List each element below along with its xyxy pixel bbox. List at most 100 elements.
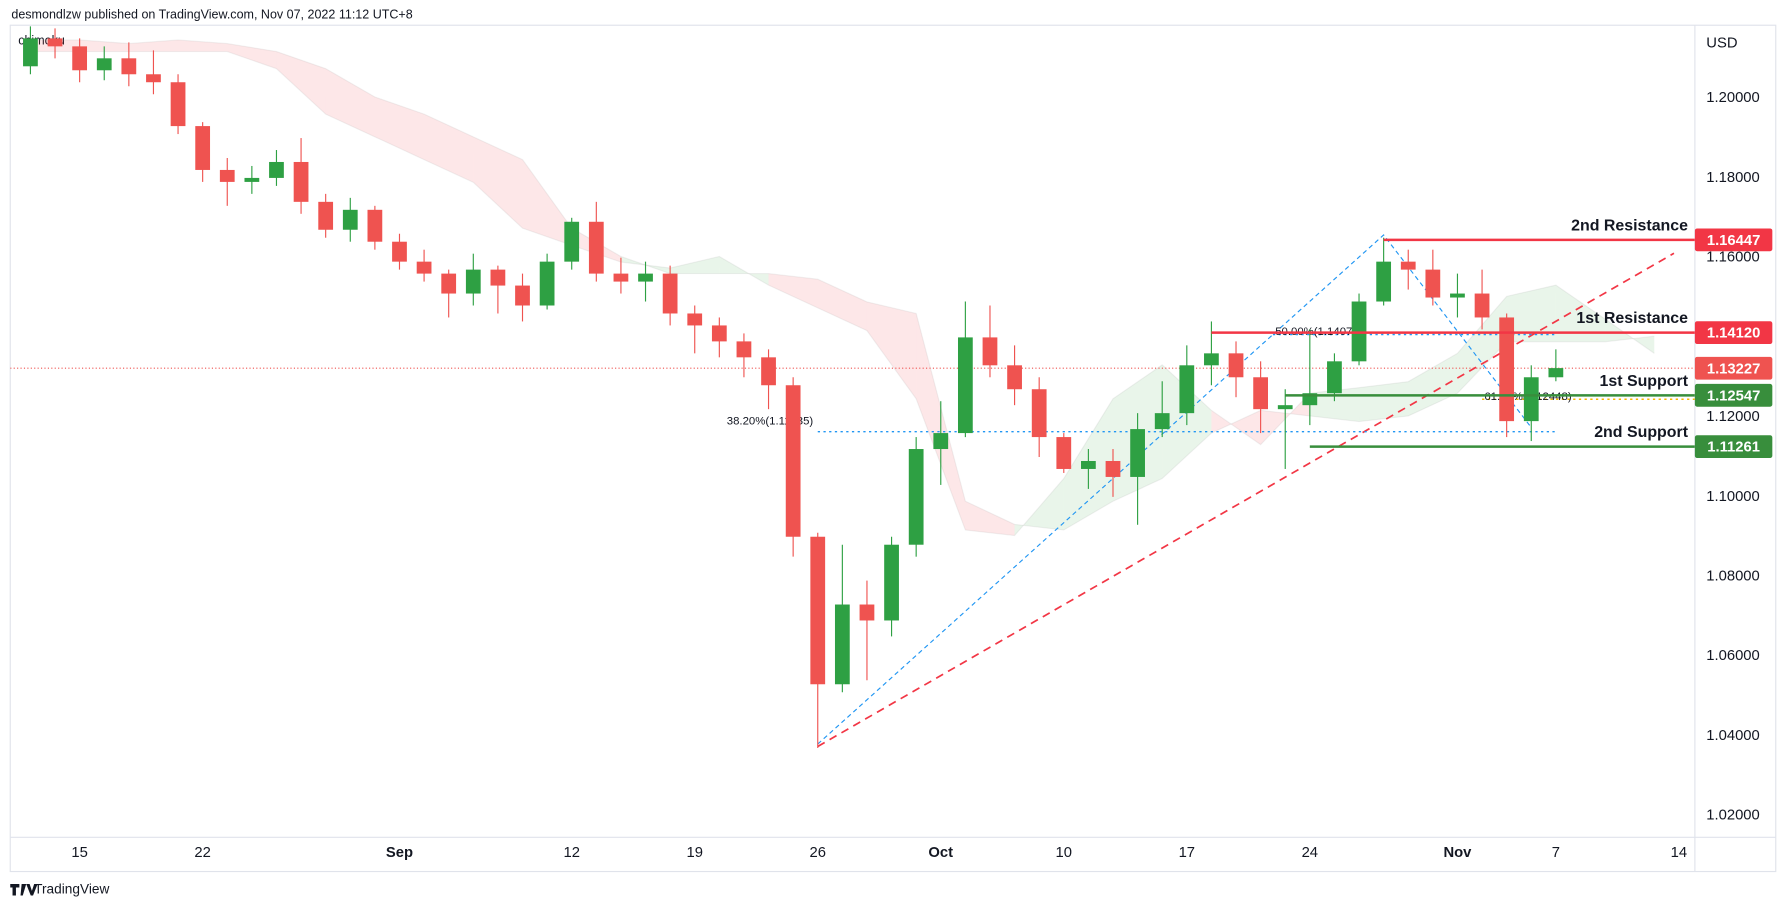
level-price-box	[1694, 321, 1773, 345]
candle-body	[1130, 429, 1145, 477]
candle-body	[908, 449, 924, 545]
cloud-segment	[1457, 296, 1507, 394]
candle-body	[1056, 437, 1072, 469]
candle-body	[834, 604, 850, 685]
level-name: 2nd Support	[1594, 424, 1689, 441]
candle-body	[564, 221, 580, 262]
candle-body	[96, 58, 112, 71]
cloud-segment	[79, 39, 129, 52]
level-price-label: 1.16447	[1707, 233, 1761, 249]
frame	[9, 24, 1777, 873]
y-tick-label: 1.02000	[1706, 808, 1760, 824]
candle-body	[146, 74, 161, 83]
cloud-segment	[1408, 353, 1458, 416]
candle-body	[121, 58, 137, 75]
x-tick-label: 19	[686, 845, 702, 861]
cloud-segment	[768, 273, 818, 308]
candle-body	[441, 273, 457, 294]
brand-logo	[10, 884, 38, 896]
candle-body	[588, 221, 604, 274]
cloud-segment	[719, 256, 769, 286]
candle-body	[47, 38, 63, 47]
candle-body	[933, 433, 949, 450]
cloud-segment	[817, 279, 867, 331]
cloud-segment	[276, 51, 326, 115]
y-tick-label: 1.08000	[1706, 569, 1760, 585]
cloud-segment	[473, 136, 523, 229]
brand: TradingView	[34, 881, 109, 896]
candle-body	[613, 273, 629, 282]
level-price-box	[1694, 383, 1773, 407]
candle-body	[761, 357, 776, 386]
level-name: 2nd Resistance	[1571, 217, 1688, 234]
current-price-label: 1.13227	[1707, 361, 1761, 377]
candle-body	[687, 313, 703, 326]
cloud-segment	[374, 96, 425, 160]
candle-body	[810, 536, 826, 685]
candle-body	[1204, 353, 1219, 366]
byline: desmondlzw published on TradingView.com,…	[11, 7, 412, 21]
trendline	[817, 252, 1675, 748]
candle-body	[1007, 365, 1022, 390]
candle-body	[1523, 377, 1539, 422]
candle-body	[170, 82, 186, 127]
candle-body	[1474, 293, 1490, 318]
cloud-segment	[424, 114, 474, 183]
candle-body	[1179, 365, 1195, 414]
candle-body	[982, 337, 998, 366]
x-tick-label: Nov	[1443, 845, 1472, 861]
candle-body	[1425, 269, 1441, 298]
x-tick-label: 26	[810, 845, 826, 861]
x-tick-label: 12	[563, 845, 579, 861]
candle-body	[1302, 393, 1318, 406]
level-price-label: 1.11261	[1707, 440, 1760, 456]
candle-body	[884, 544, 899, 621]
candle-body	[465, 269, 481, 294]
cloud-span	[30, 39, 1655, 531]
candle-body	[711, 325, 727, 342]
currency: USD	[1706, 35, 1737, 51]
cloud-segment	[965, 501, 1015, 536]
candle-body	[72, 46, 88, 71]
candle-body	[416, 261, 432, 274]
candle-body	[1400, 261, 1416, 270]
candle-body	[1376, 261, 1392, 302]
candle-body	[269, 161, 284, 178]
candle-body	[1031, 389, 1047, 438]
candle-body	[293, 161, 309, 202]
cloud-segment	[522, 159, 572, 246]
candle-body	[1253, 377, 1269, 410]
candle-body	[219, 169, 235, 182]
y-tick-label: 1.12000	[1706, 409, 1760, 425]
candle-body	[1327, 361, 1342, 394]
x-tick-label: Oct	[928, 845, 953, 861]
candle-body	[342, 209, 358, 230]
level-price-label: 1.12547	[1707, 388, 1761, 404]
candle-body	[1154, 413, 1170, 430]
x-tick-label: 10	[1056, 845, 1072, 861]
candle-body	[367, 209, 383, 242]
trendline	[817, 234, 1532, 745]
candle-body	[859, 604, 875, 621]
y-tick-label: 1.10000	[1706, 489, 1760, 505]
y-tick-label: 1.18000	[1706, 170, 1760, 186]
candle-body	[1081, 460, 1096, 469]
cloud-segment	[670, 256, 720, 274]
y-tick-label: 1.04000	[1706, 728, 1760, 744]
cloud-span	[30, 50, 1655, 537]
current-price-box	[1694, 356, 1773, 380]
cloud-segment	[227, 43, 277, 69]
candle-body	[318, 201, 334, 230]
level-price-label: 1.14120	[1707, 326, 1761, 342]
x-tick-label: 7	[1552, 845, 1560, 861]
candle-body	[515, 285, 530, 306]
candle-body	[957, 337, 973, 434]
level-price-box	[1694, 435, 1773, 458]
candle-body	[662, 273, 678, 314]
candle-body	[490, 269, 506, 286]
cloud-segment	[1211, 410, 1261, 445]
cloud-segment	[1359, 381, 1409, 422]
plot: 38.20%(1.11635)50.00%(1.14073)61.80%(1.1…	[10, 26, 1695, 749]
